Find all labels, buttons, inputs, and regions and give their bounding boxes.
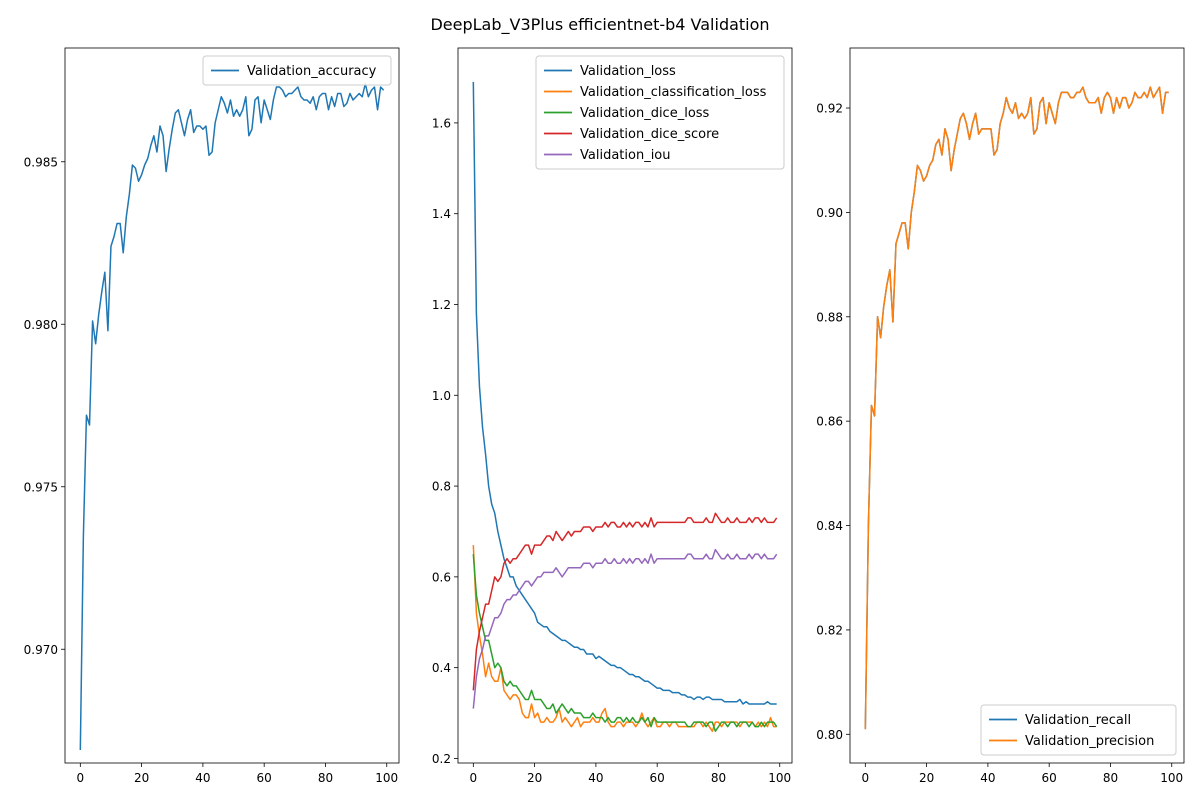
y-tick-label: 0.6	[432, 570, 451, 584]
x-tick-label: 100	[768, 771, 791, 785]
x-tick-label: 100	[375, 771, 398, 785]
x-tick-label: 0	[470, 771, 478, 785]
x-tick-label: 80	[1103, 771, 1118, 785]
legend-label: Validation_loss	[580, 64, 676, 79]
series-line-validation-recall	[864, 86, 1169, 730]
y-tick-label: 0.4	[432, 661, 451, 675]
x-tick-label: 80	[711, 771, 726, 785]
x-tick-label: 0	[862, 771, 870, 785]
legend-label: Validation_dice_score	[580, 127, 719, 142]
x-tick-label: 60	[650, 771, 665, 785]
legend: Validation_accuracy	[202, 55, 392, 86]
y-tick-label: 0.86	[816, 415, 843, 429]
y-tick-label: 0.2	[432, 752, 451, 766]
x-tick-label: 20	[527, 771, 542, 785]
legend: Validation_loss Validation_classification…	[535, 55, 785, 170]
y-tick-label: 1.6	[432, 116, 451, 130]
axes-frame	[457, 47, 793, 764]
legend-label: Validation_dice_loss	[580, 106, 710, 121]
series-line-validation-accuracy	[79, 83, 385, 751]
y-tick-label: 0.90	[816, 206, 843, 220]
axes-recall-precision: 0 20 40 60 80 100 0.80 0.82 0.84 0.86 0.88 0.90 0.92…	[816, 47, 1185, 785]
axes-losses: 0 20 40 60 80 100 0.2 0.4 0.6 0.8 1.0 1.2 1.4 1.6 Vali…	[432, 47, 793, 785]
y-tick-label: 1.0	[432, 389, 451, 403]
x-tick-label: 40	[980, 771, 995, 785]
y-tick-label: 1.2	[432, 298, 451, 312]
series-line-validation-iou	[472, 548, 778, 709]
y-tick-label: 0.80	[816, 728, 843, 742]
series-line-validation-dice-score	[472, 512, 778, 691]
x-tick-label: 40	[588, 771, 603, 785]
axes-accuracy: 0 20 40 60 80 100 0.970 0.975 0.980 0.985 Validati…	[24, 47, 400, 785]
x-tick-label: 20	[134, 771, 149, 785]
legend: Validation_recall Validation_precision	[980, 704, 1177, 756]
y-tick-label: 0.84	[816, 519, 843, 533]
series-line-validation-precision	[864, 86, 1169, 730]
axes-frame	[64, 47, 400, 764]
legend-label: Validation_precision	[1025, 734, 1154, 749]
y-tick-label: 0.82	[816, 623, 843, 637]
legend-label: Validation_iou	[580, 148, 671, 163]
legend-box	[535, 55, 785, 170]
y-tick-label: 0.88	[816, 310, 843, 324]
x-tick-label: 100	[1160, 771, 1183, 785]
axes-frame	[849, 47, 1185, 764]
legend-label: Validation_recall	[1025, 713, 1131, 728]
y-tick-label: 0.980	[24, 318, 58, 332]
legend-label: Validation_accuracy	[247, 64, 377, 79]
y-tick-label: 0.970	[24, 643, 58, 657]
x-tick-label: 80	[318, 771, 333, 785]
x-tick-label: 40	[195, 771, 210, 785]
y-tick-label: 0.985	[24, 155, 58, 169]
y-tick-label: 0.8	[432, 480, 451, 494]
legend-box	[202, 55, 392, 86]
legend-box	[980, 704, 1177, 756]
y-tick-label: 0.975	[24, 480, 58, 494]
x-tick-label: 20	[919, 771, 934, 785]
x-tick-label: 60	[257, 771, 272, 785]
series-line-validation-loss	[472, 82, 777, 705]
x-tick-label: 0	[77, 771, 85, 785]
series-line-validation-classification-loss	[472, 545, 777, 732]
y-tick-label: 1.4	[432, 207, 451, 221]
figure-title: DeepLab_V3Plus efficientnet-b4 Validatio…	[430, 15, 769, 35]
series-line-validation-dice-loss	[472, 554, 778, 732]
legend-label: Validation_classification_loss	[580, 85, 767, 100]
x-tick-label: 60	[1042, 771, 1057, 785]
y-tick-label: 0.92	[816, 102, 843, 116]
